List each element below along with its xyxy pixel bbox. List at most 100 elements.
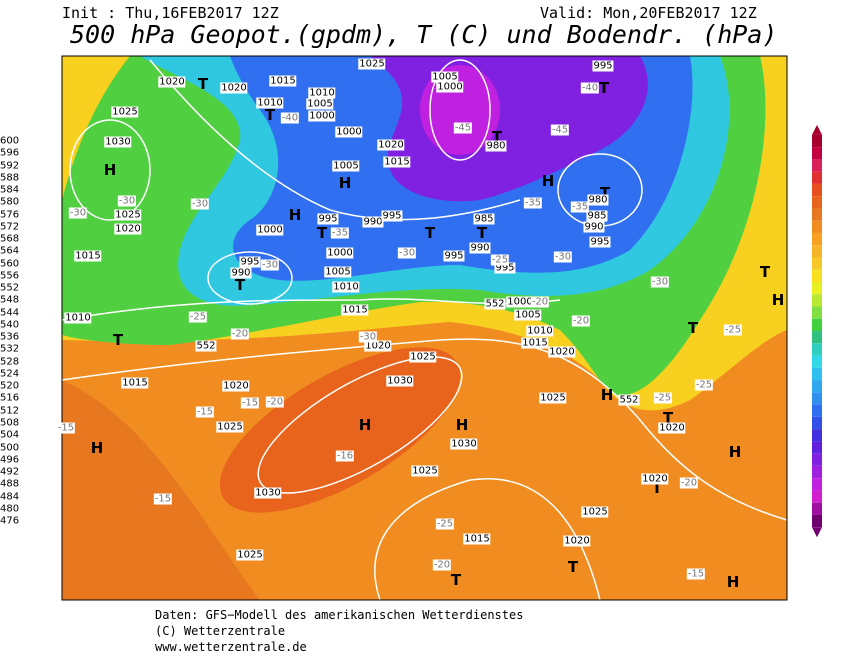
colorbar-cell — [812, 147, 822, 160]
temperature-label: -30 — [190, 198, 210, 210]
temperature-label: -40 — [280, 112, 300, 124]
isobar-label: 1020 — [364, 340, 392, 352]
colorbar-label: 476 — [0, 515, 20, 527]
temperature-label: -35 — [523, 197, 543, 209]
pressure-center: T — [599, 184, 611, 202]
temperature-field — [219, 347, 461, 513]
isobar-label: 1030 — [104, 136, 132, 148]
isobar-label: 552 — [195, 340, 217, 352]
temperature-label: -20 — [679, 477, 699, 489]
temperature-label: -30 — [397, 247, 417, 259]
isobar-label: 995 — [589, 236, 611, 248]
colorbar-cell — [812, 465, 822, 479]
colorbar-cell — [812, 294, 822, 307]
isobar-label: 1025 — [114, 209, 142, 221]
pressure-center: T — [264, 106, 276, 124]
colorbar-cell — [812, 232, 822, 246]
isobar-label: 1020 — [220, 82, 248, 94]
isobar-label: 995 — [239, 256, 261, 268]
temperature-label: -15 — [153, 493, 173, 505]
isobar-label: 1030 — [450, 438, 478, 450]
isobar-label: 552 — [484, 298, 506, 310]
temperature-label: -20 — [571, 315, 591, 327]
isobar-label: 1005 — [514, 309, 542, 321]
colorbar-label: 504 — [0, 429, 20, 441]
temperature-label: -15 — [240, 397, 260, 409]
pressure-center: T — [234, 276, 246, 294]
colorbar-cell — [812, 281, 822, 295]
colorbar-cell — [812, 269, 822, 282]
isobar-label: 1025 — [411, 465, 439, 477]
isobar-label: 995 — [317, 213, 339, 225]
isobar-label: 1005 — [324, 266, 352, 278]
colorbar-end — [812, 124, 822, 135]
isobar-label: 1030 — [254, 487, 282, 499]
isobar-label: 1015 — [383, 156, 411, 168]
colorbar-label: 588 — [0, 172, 20, 184]
isobar-label: 552 — [618, 394, 640, 406]
temperature-label: -20 — [432, 559, 452, 571]
pressure-center: T — [662, 409, 674, 427]
temperature-label: -16 — [335, 450, 355, 462]
isobar-label: 1000 — [506, 296, 534, 308]
colorbar-label: 580 — [0, 196, 20, 208]
colorbar-cell — [812, 416, 822, 430]
isobar-label: 1000 — [436, 81, 464, 93]
isobar-label: 1010 — [526, 325, 554, 337]
map-title: 500 hPa Geopot.(gpdm), T (C) und Bodendr… — [70, 20, 778, 49]
isobar-label: 1020 — [222, 380, 250, 392]
temperature-label: -30 — [117, 195, 137, 207]
pressure-center: T — [197, 75, 209, 93]
temperature-label: -20 — [530, 296, 550, 308]
colorbar-cell — [812, 429, 822, 442]
colorbar-cell — [812, 404, 822, 417]
isobar-label: 1020 — [563, 535, 591, 547]
temperature-field — [62, 380, 260, 600]
colorbar-label: 480 — [0, 503, 20, 515]
isobar-label: 1010 — [308, 87, 336, 99]
pressure-center: H — [726, 573, 740, 591]
isobar-label: 1025 — [216, 421, 244, 433]
footer-line: Daten: GFS−Modell des amerikanischen Wet… — [155, 608, 524, 622]
colorbar-cell — [812, 134, 822, 148]
colorbar-label: 584 — [0, 184, 20, 196]
colorbar-label: 500 — [0, 442, 20, 453]
colorbar-cell — [812, 183, 822, 197]
temperature-label: -15 — [195, 406, 215, 418]
isobar-label: 990 — [362, 216, 384, 228]
temperature-label: -25 — [435, 518, 455, 530]
colorbar-label: 576 — [0, 209, 20, 221]
colorbar-cell — [812, 343, 822, 356]
colorbar-label: 484 — [0, 491, 20, 503]
pressure-center: H — [455, 416, 469, 434]
init-time: Init : Thu,16FEB2017 12Z — [62, 4, 279, 22]
pressure-center: H — [90, 439, 104, 457]
isobar-label: 980 — [587, 194, 609, 206]
isobar-label: 1025 — [236, 549, 264, 561]
pressure-center: T — [651, 479, 663, 497]
colorbar-cell — [812, 245, 822, 258]
isobar-label: 980 — [485, 140, 507, 152]
isobar-label: 995 — [592, 60, 614, 72]
isobar-label: 1015 — [521, 337, 549, 349]
colorbar-label: 488 — [0, 478, 20, 490]
colorbar-label: 592 — [0, 160, 20, 172]
colorbar-label: 524 — [0, 368, 20, 380]
temperature-label: -35 — [330, 227, 350, 239]
colorbar-label: 492 — [0, 466, 20, 478]
isobar-label: 1010 — [256, 97, 284, 109]
pressure-center: T — [476, 224, 488, 242]
isobar-label: 1020 — [641, 473, 669, 485]
isobar-label: 995 — [443, 250, 465, 262]
isobar-label: 1020 — [114, 223, 142, 235]
temperature-label: -25 — [490, 254, 510, 266]
temperature-label: -15 — [686, 568, 706, 580]
isobar-label: 1025 — [358, 58, 386, 70]
isobar-label: 1025 — [111, 106, 139, 118]
colorbar-cell — [812, 502, 822, 515]
colorbar-cell — [812, 380, 822, 393]
colorbar-cell — [812, 318, 822, 332]
isobar-label: 1020 — [158, 76, 186, 88]
isobar-label: 1025 — [409, 351, 437, 363]
colorbar-label: 532 — [0, 343, 20, 355]
